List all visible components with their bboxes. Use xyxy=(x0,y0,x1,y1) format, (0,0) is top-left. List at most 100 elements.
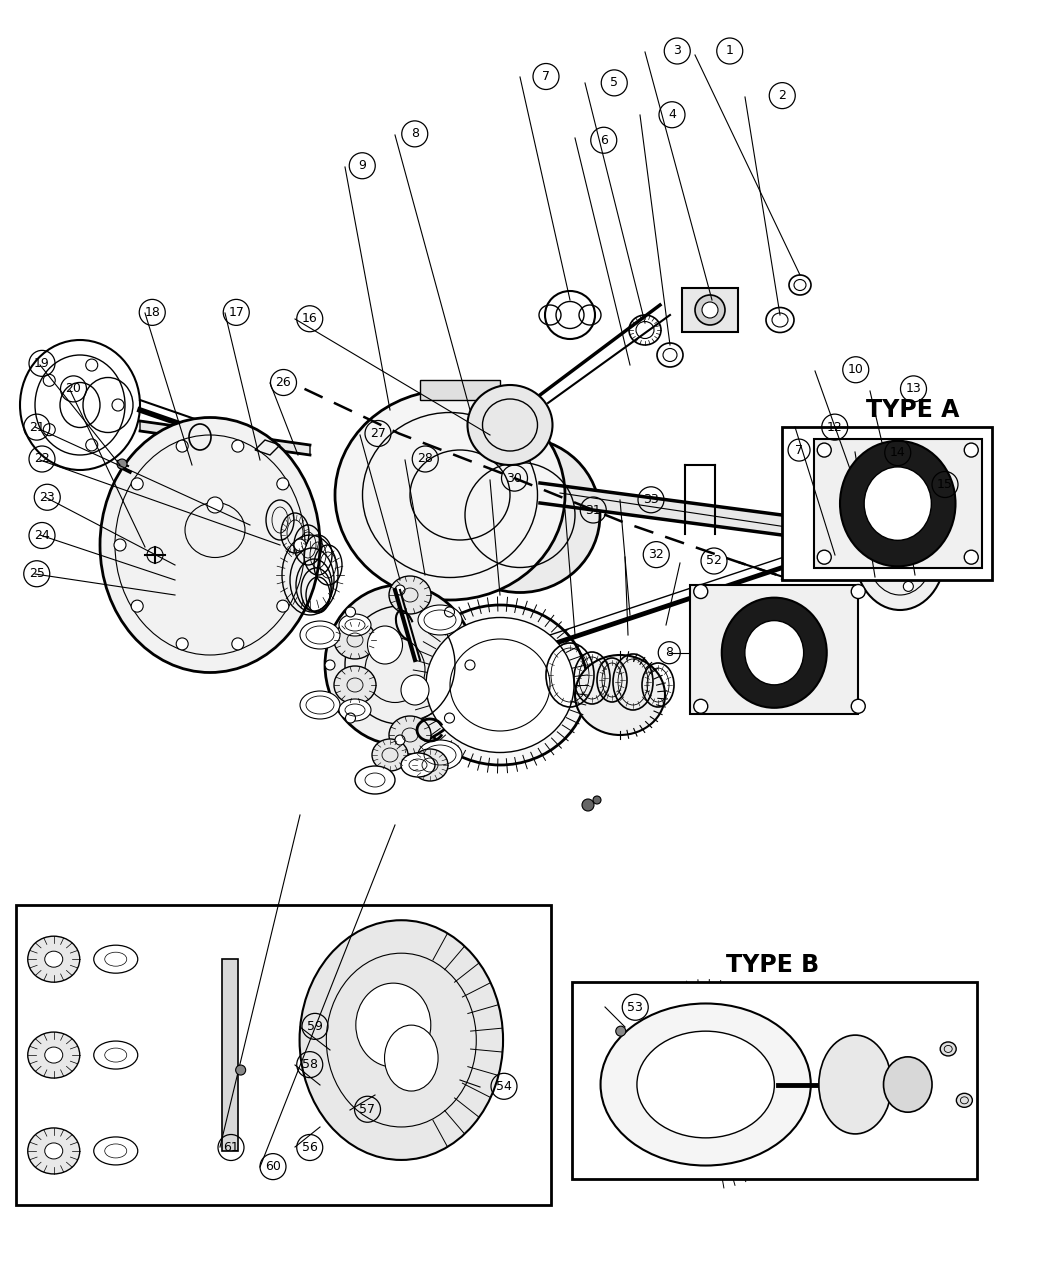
Circle shape xyxy=(176,638,188,650)
Text: 24: 24 xyxy=(34,529,50,542)
Text: 9: 9 xyxy=(358,159,366,172)
Circle shape xyxy=(207,497,223,513)
Text: 27: 27 xyxy=(370,427,386,440)
Text: 19: 19 xyxy=(34,357,50,370)
Ellipse shape xyxy=(721,598,826,708)
Circle shape xyxy=(395,734,405,745)
Circle shape xyxy=(395,585,405,595)
Ellipse shape xyxy=(883,1057,932,1112)
Ellipse shape xyxy=(339,615,371,636)
Text: 5: 5 xyxy=(610,76,618,89)
Ellipse shape xyxy=(855,500,945,609)
Ellipse shape xyxy=(401,674,429,705)
Ellipse shape xyxy=(27,1128,80,1174)
Text: 23: 23 xyxy=(40,491,55,504)
Ellipse shape xyxy=(45,1047,63,1063)
Circle shape xyxy=(232,440,244,453)
Circle shape xyxy=(852,584,865,598)
Ellipse shape xyxy=(93,1137,138,1165)
Ellipse shape xyxy=(27,1031,80,1079)
Ellipse shape xyxy=(334,666,376,704)
Circle shape xyxy=(131,601,143,612)
Ellipse shape xyxy=(940,1042,957,1056)
Bar xyxy=(572,982,976,1179)
Ellipse shape xyxy=(372,740,408,771)
Text: 61: 61 xyxy=(223,1141,239,1154)
Circle shape xyxy=(131,478,143,490)
Text: 8: 8 xyxy=(666,646,673,659)
Text: 18: 18 xyxy=(144,306,161,319)
Ellipse shape xyxy=(45,1142,63,1159)
Ellipse shape xyxy=(440,437,600,593)
Circle shape xyxy=(964,444,979,456)
Ellipse shape xyxy=(355,766,395,794)
Circle shape xyxy=(117,459,127,469)
Text: 56: 56 xyxy=(301,1141,318,1154)
Text: 52: 52 xyxy=(706,555,722,567)
Circle shape xyxy=(964,551,979,564)
Text: 10: 10 xyxy=(847,363,864,376)
Circle shape xyxy=(294,539,306,551)
Ellipse shape xyxy=(93,945,138,973)
Text: 7: 7 xyxy=(542,70,550,83)
Text: 26: 26 xyxy=(275,376,292,389)
Text: 7: 7 xyxy=(795,444,803,456)
Text: 32: 32 xyxy=(649,548,664,561)
Bar xyxy=(16,905,551,1205)
Circle shape xyxy=(694,699,708,713)
Circle shape xyxy=(817,444,832,456)
Circle shape xyxy=(235,1065,246,1075)
Circle shape xyxy=(345,713,356,723)
Circle shape xyxy=(345,607,356,617)
Circle shape xyxy=(852,699,865,713)
Circle shape xyxy=(86,360,98,371)
Ellipse shape xyxy=(368,626,402,664)
Ellipse shape xyxy=(819,1035,891,1133)
Circle shape xyxy=(326,660,335,669)
Text: 57: 57 xyxy=(359,1103,376,1116)
Ellipse shape xyxy=(335,390,565,601)
Ellipse shape xyxy=(299,921,503,1160)
Text: 28: 28 xyxy=(417,453,434,465)
Circle shape xyxy=(922,550,932,560)
Circle shape xyxy=(86,439,98,451)
Circle shape xyxy=(43,423,56,436)
Circle shape xyxy=(582,799,594,811)
Ellipse shape xyxy=(418,606,462,635)
Text: 20: 20 xyxy=(65,382,82,395)
Bar xyxy=(682,288,738,332)
Text: 6: 6 xyxy=(600,134,608,147)
Polygon shape xyxy=(140,421,310,455)
Ellipse shape xyxy=(388,717,430,754)
Ellipse shape xyxy=(575,655,665,734)
Polygon shape xyxy=(540,483,880,548)
Bar xyxy=(420,380,500,400)
Ellipse shape xyxy=(300,691,340,719)
Ellipse shape xyxy=(744,621,803,685)
Text: 17: 17 xyxy=(228,306,245,319)
Circle shape xyxy=(444,607,455,617)
Circle shape xyxy=(593,796,601,805)
Circle shape xyxy=(112,399,124,411)
Ellipse shape xyxy=(401,754,435,776)
Text: 2: 2 xyxy=(778,89,786,102)
Ellipse shape xyxy=(864,467,931,541)
Ellipse shape xyxy=(426,617,574,752)
Text: 33: 33 xyxy=(643,493,659,506)
Text: 14: 14 xyxy=(890,446,905,459)
Text: TYPE A: TYPE A xyxy=(866,398,960,422)
Text: TYPE B: TYPE B xyxy=(726,952,819,977)
Bar xyxy=(814,440,982,567)
Circle shape xyxy=(817,551,832,564)
Circle shape xyxy=(903,581,914,592)
Ellipse shape xyxy=(388,576,430,615)
Ellipse shape xyxy=(413,606,588,765)
Text: 3: 3 xyxy=(673,45,681,57)
Text: 13: 13 xyxy=(905,382,922,395)
Text: 60: 60 xyxy=(265,1160,281,1173)
Ellipse shape xyxy=(384,1025,438,1091)
Circle shape xyxy=(114,539,126,551)
Text: 59: 59 xyxy=(307,1020,323,1033)
Text: 31: 31 xyxy=(586,504,601,516)
Text: 21: 21 xyxy=(29,421,44,434)
